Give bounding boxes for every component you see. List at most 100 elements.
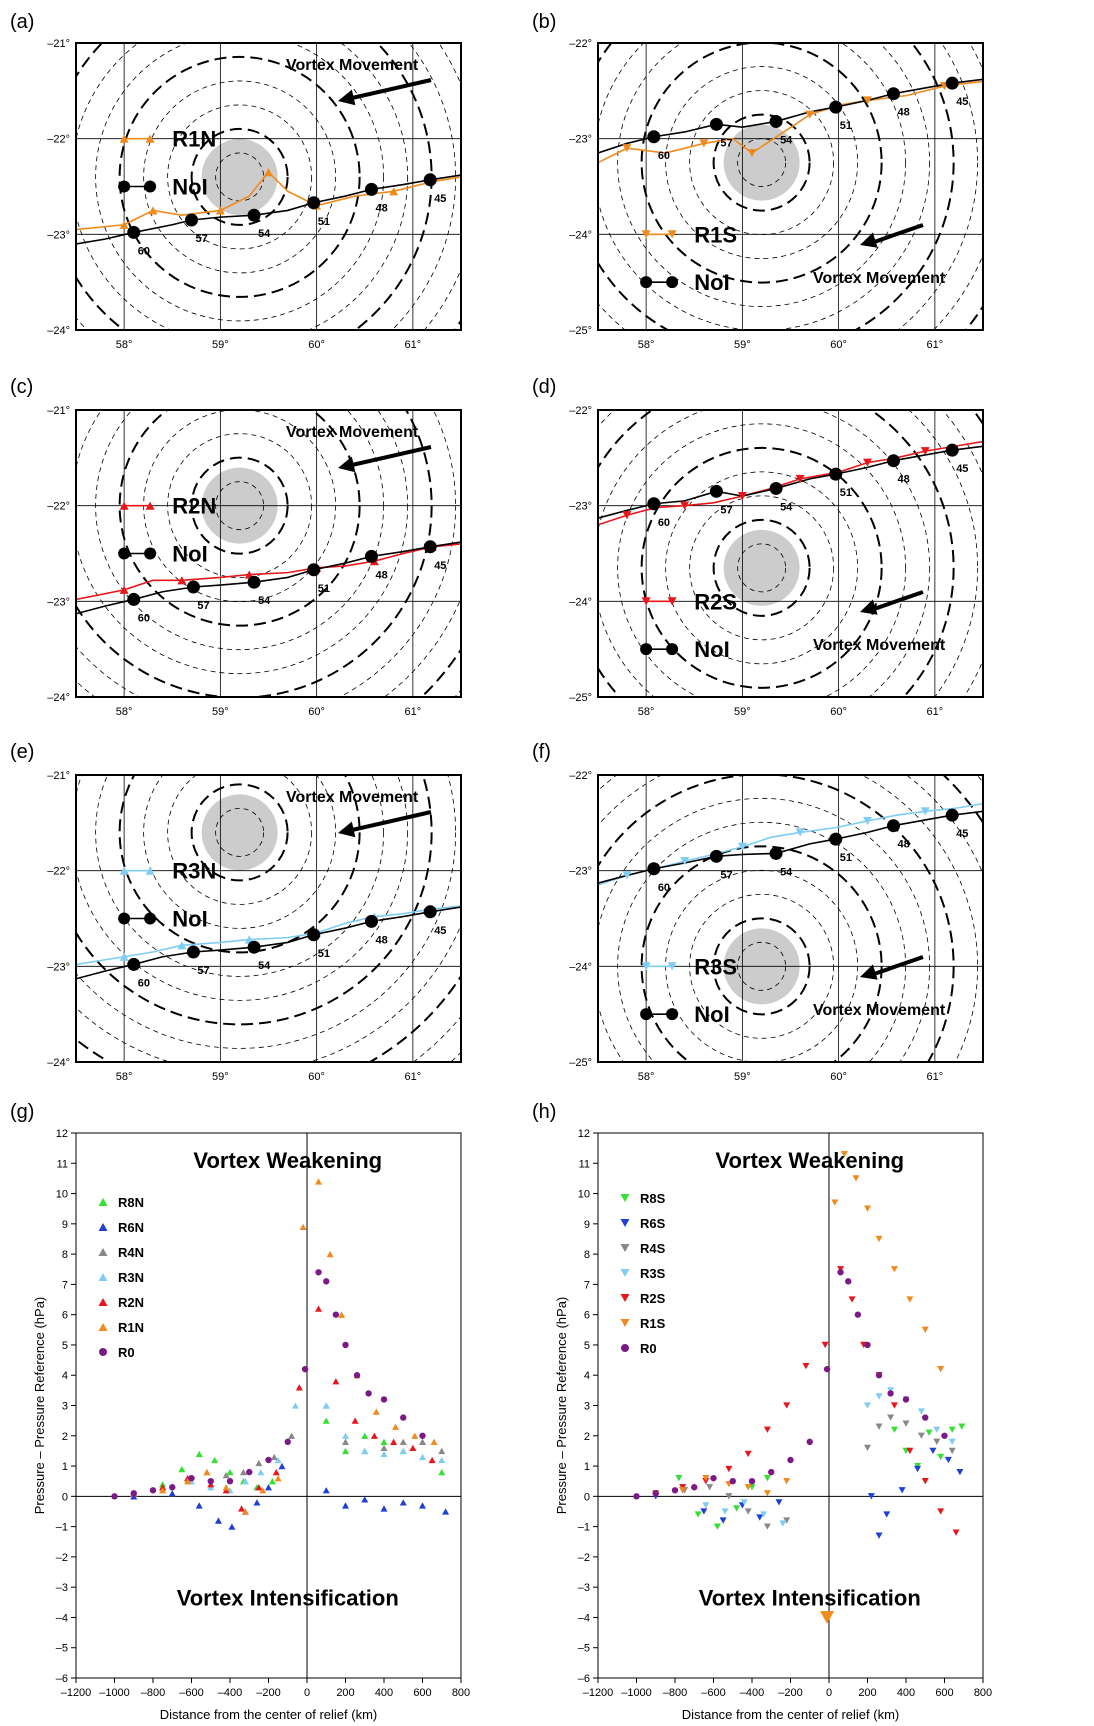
legend-marker	[119, 866, 129, 875]
x-tick-label: 60°	[308, 706, 325, 718]
legend-label: R6S	[640, 1216, 666, 1231]
data-point	[820, 1611, 835, 1624]
data-point	[941, 1432, 948, 1439]
data-point	[933, 1438, 941, 1445]
data-point	[917, 1408, 925, 1415]
data-point	[338, 1311, 346, 1318]
data-point	[633, 1493, 640, 1500]
y-tick-label: –1	[56, 1522, 68, 1534]
data-point	[700, 1508, 708, 1515]
data-point	[257, 1468, 265, 1476]
track-marker	[622, 871, 632, 880]
y-tick-label: –21°	[47, 405, 70, 417]
data-point	[270, 1453, 278, 1461]
legend-label: R2S	[640, 1291, 666, 1306]
y-tick-label: –22°	[569, 405, 592, 417]
hour-label: 60	[658, 150, 670, 162]
hour-label: 57	[720, 504, 732, 516]
data-point	[702, 1475, 710, 1482]
data-point	[725, 1493, 733, 1500]
y-tick-label: 9	[62, 1219, 68, 1231]
x-tick-label: –600	[179, 1687, 203, 1699]
x-tick-label: 200	[336, 1687, 354, 1699]
data-point	[259, 1487, 267, 1494]
data-point	[169, 1484, 176, 1491]
data-point	[322, 1417, 330, 1424]
data-point	[326, 1250, 334, 1258]
map-panel-2: 60 57 54 51 48 45 58° 59° 60° 61° –25° –24° –23° –22°…	[532, 11, 984, 351]
track-marker	[680, 501, 690, 510]
y-tick-label: –6	[578, 1673, 590, 1685]
data-point	[265, 1456, 272, 1464]
contour-ring	[598, 43, 930, 330]
hour-label: 51	[840, 852, 852, 864]
track-marker	[920, 447, 930, 456]
data-point	[944, 1456, 952, 1464]
legend-label: R2S	[694, 589, 737, 614]
track-marker	[264, 168, 273, 177]
x-tick-label: –1200	[583, 1687, 614, 1699]
data-point	[332, 1311, 340, 1318]
y-tick-label: –24°	[569, 961, 592, 973]
legend-marker	[119, 134, 129, 143]
track-marker	[119, 585, 129, 594]
legend-marker	[118, 547, 131, 560]
track-point	[127, 225, 141, 239]
legend-marker	[99, 1348, 107, 1356]
data-point	[188, 1474, 195, 1482]
track-point	[886, 454, 900, 468]
y-tick-label: 10	[56, 1189, 68, 1201]
data-point	[365, 1390, 372, 1397]
data-point	[130, 1490, 137, 1497]
x-tick-label: 59°	[212, 706, 229, 718]
data-point	[937, 1508, 945, 1515]
data-point	[430, 1438, 438, 1445]
data-point	[948, 1426, 956, 1433]
data-point	[195, 1502, 203, 1509]
legend-marker	[640, 276, 653, 289]
panel-label: (f)	[532, 741, 551, 763]
track-point	[709, 849, 723, 863]
frame	[75, 774, 462, 1063]
data-point	[428, 1456, 436, 1464]
legend-label: R8S	[640, 1191, 666, 1206]
contour-ring	[76, 43, 408, 330]
legend-marker	[667, 962, 677, 971]
movement-arrow	[351, 78, 432, 100]
track-point	[247, 940, 261, 954]
x-tick-label: 600	[413, 1687, 431, 1699]
data-point	[361, 1447, 369, 1455]
hour-label: 48	[897, 839, 909, 851]
data-point	[295, 1384, 303, 1391]
data-point	[890, 1402, 898, 1409]
hour-label: 54	[258, 960, 271, 972]
data-point	[315, 1305, 323, 1312]
movement-arrow-head	[338, 456, 356, 473]
x-tick-label: 59°	[734, 706, 751, 718]
hour-label: 60	[138, 612, 150, 624]
data-point	[411, 1432, 419, 1439]
track-point	[247, 208, 261, 222]
data-point	[756, 1514, 764, 1521]
legend-marker	[145, 501, 155, 510]
y-tick-label: 4	[584, 1370, 590, 1382]
data-point	[783, 1517, 791, 1524]
data-point	[419, 1438, 426, 1445]
data-point	[952, 1529, 960, 1536]
x-tick-label: 400	[375, 1687, 393, 1699]
panel-label: (c)	[10, 376, 33, 398]
data-point	[238, 1505, 246, 1512]
x-tick-label: 61°	[927, 1071, 944, 1083]
data-point	[315, 1269, 322, 1276]
data-point	[864, 1341, 871, 1349]
data-point	[255, 1484, 263, 1491]
data-point	[399, 1499, 407, 1506]
x-tick-label: 400	[897, 1687, 915, 1699]
data-point	[268, 1478, 276, 1485]
x-tick-label: –600	[701, 1687, 725, 1699]
hour-label: 57	[197, 965, 209, 977]
track-marker	[119, 220, 129, 229]
x-tick-label: –200	[256, 1687, 280, 1699]
data-point	[361, 1432, 369, 1439]
frame	[597, 42, 984, 331]
